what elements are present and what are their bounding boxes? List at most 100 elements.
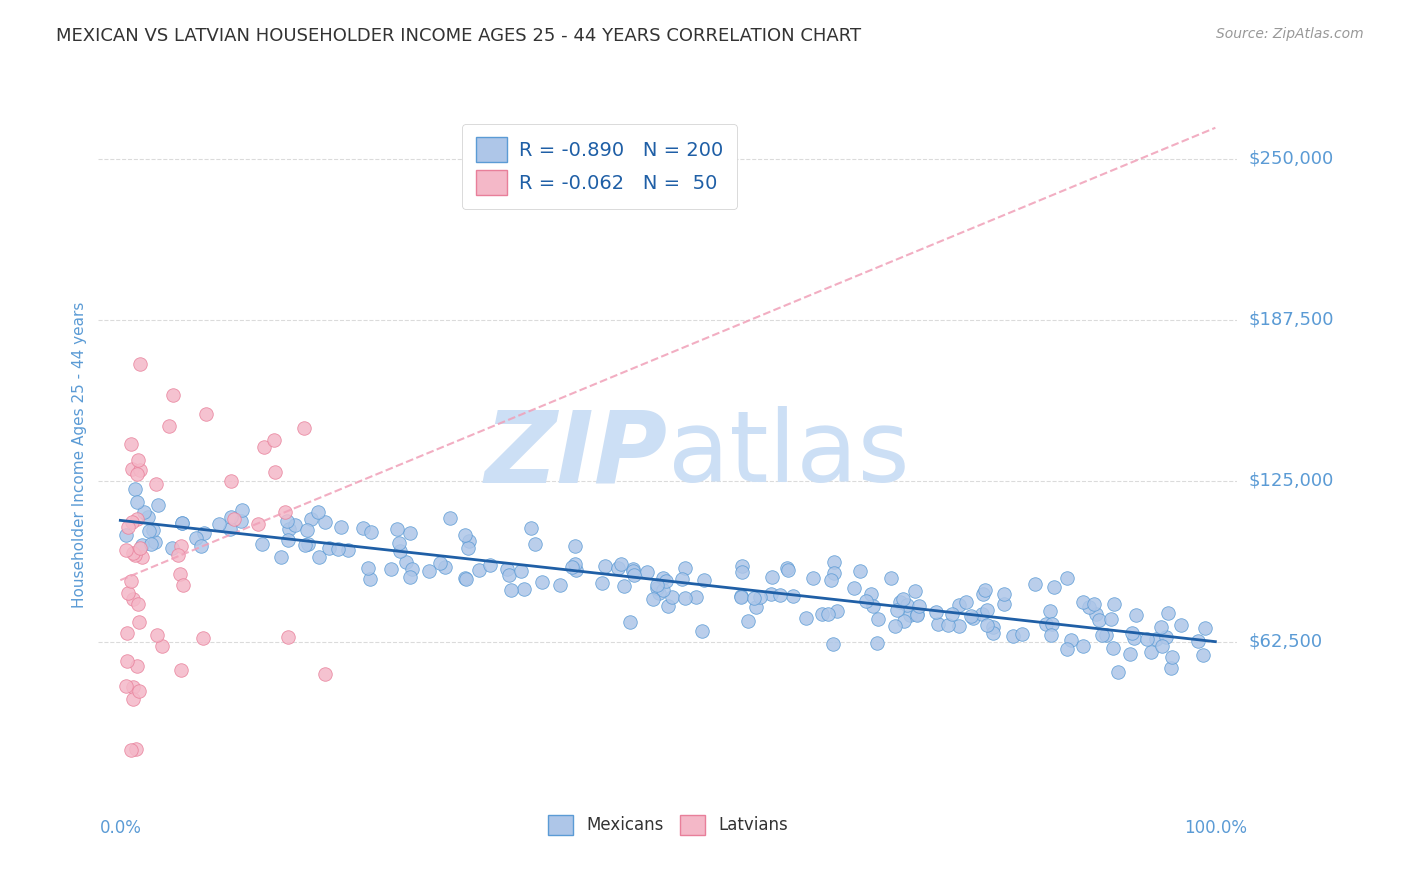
Point: [823, 555, 845, 569]
Point: [775, 561, 797, 575]
Point: [866, 636, 889, 650]
Point: [193, 631, 215, 645]
Point: [1135, 632, 1157, 646]
Point: [132, 505, 155, 519]
Point: [761, 570, 783, 584]
Point: [336, 543, 359, 558]
Point: [564, 539, 586, 553]
Point: [671, 572, 693, 586]
Point: [314, 515, 336, 529]
Point: [745, 600, 768, 615]
Point: [1094, 628, 1116, 642]
Point: [360, 524, 382, 539]
Point: [115, 679, 138, 693]
Point: [595, 558, 617, 573]
Point: [1119, 647, 1142, 661]
Point: [925, 605, 948, 619]
Text: MEXICAN VS LATVIAN HOUSEHOLDER INCOME AGES 25 - 44 YEARS CORRELATION CHART: MEXICAN VS LATVIAN HOUSEHOLDER INCOME AG…: [56, 27, 862, 45]
Point: [948, 598, 970, 612]
Text: atlas: atlas: [668, 407, 910, 503]
Point: [252, 440, 274, 454]
Point: [972, 586, 994, 600]
Point: [842, 582, 865, 596]
Point: [115, 528, 138, 542]
Point: [299, 512, 322, 526]
Point: [1088, 613, 1111, 627]
Point: [120, 437, 142, 451]
Point: [1056, 571, 1078, 585]
Point: [115, 625, 138, 640]
Point: [820, 573, 842, 587]
Point: [357, 561, 380, 575]
Point: [893, 614, 915, 628]
Point: [855, 593, 877, 607]
Text: 0.0%: 0.0%: [100, 820, 141, 838]
Point: [264, 465, 287, 479]
Point: [326, 542, 349, 557]
Point: [157, 418, 180, 433]
Point: [898, 608, 921, 623]
Point: [172, 516, 194, 530]
Point: [645, 577, 668, 591]
Point: [1056, 641, 1078, 656]
Point: [277, 533, 299, 548]
Point: [685, 590, 707, 604]
Point: [621, 565, 644, 579]
Point: [1001, 629, 1024, 643]
Text: $62,500: $62,500: [1249, 632, 1323, 651]
Point: [277, 522, 299, 536]
Point: [115, 654, 138, 668]
Point: [120, 574, 142, 588]
Point: [122, 681, 145, 695]
Point: [905, 607, 928, 622]
Point: [1121, 626, 1143, 640]
Text: $250,000: $250,000: [1249, 150, 1334, 168]
Point: [124, 482, 146, 496]
Point: [1170, 618, 1192, 632]
Point: [862, 599, 884, 613]
Point: [127, 598, 149, 612]
Point: [263, 433, 285, 447]
Point: [308, 550, 330, 565]
Point: [457, 533, 479, 548]
Point: [693, 574, 716, 588]
Point: [1154, 631, 1177, 645]
Point: [1160, 661, 1182, 675]
Point: [794, 611, 817, 625]
Point: [1091, 628, 1114, 642]
Point: [122, 592, 145, 607]
Point: [127, 512, 149, 526]
Point: [128, 357, 150, 371]
Point: [218, 522, 240, 536]
Point: [434, 559, 457, 574]
Point: [1035, 617, 1057, 632]
Point: [457, 541, 479, 556]
Point: [591, 576, 613, 591]
Point: [655, 574, 678, 588]
Y-axis label: Householder Income Ages 25 - 44 years: Householder Income Ages 25 - 44 years: [72, 301, 87, 608]
Point: [523, 537, 546, 551]
Point: [385, 522, 408, 536]
Point: [904, 584, 927, 599]
Point: [983, 620, 1005, 634]
Point: [879, 571, 901, 585]
Point: [292, 421, 315, 435]
Point: [619, 615, 641, 630]
Point: [479, 558, 502, 572]
Point: [520, 521, 543, 535]
Point: [1150, 640, 1173, 654]
Point: [981, 625, 1004, 640]
Point: [120, 743, 142, 757]
Point: [247, 517, 270, 532]
Point: [359, 572, 381, 586]
Point: [730, 591, 752, 605]
Point: [564, 558, 586, 572]
Point: [648, 585, 671, 599]
Point: [1077, 599, 1099, 614]
Point: [737, 615, 759, 629]
Point: [294, 538, 316, 552]
Point: [565, 563, 588, 577]
Point: [1073, 640, 1095, 654]
Point: [801, 571, 824, 585]
Point: [823, 566, 845, 581]
